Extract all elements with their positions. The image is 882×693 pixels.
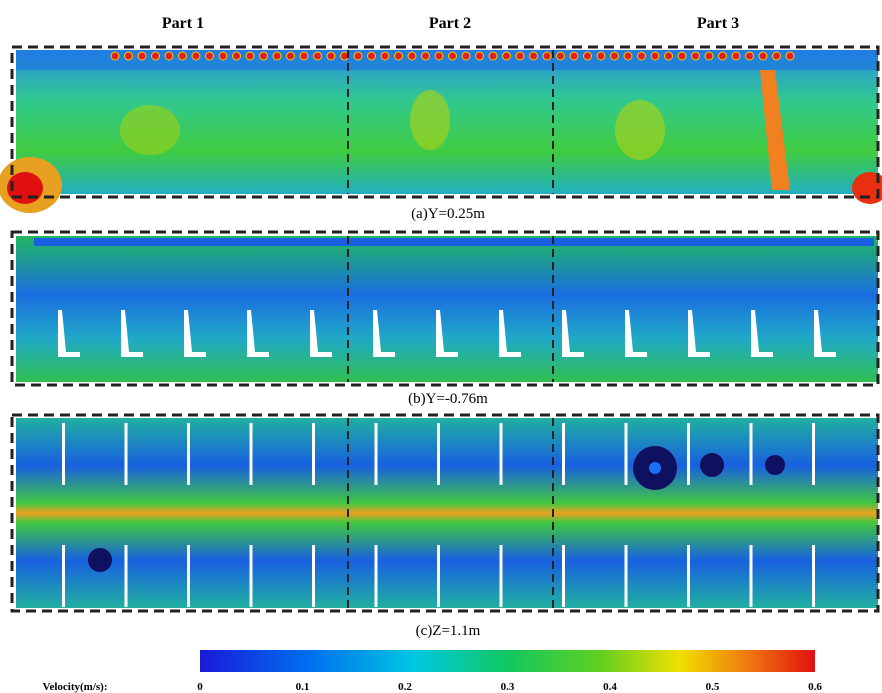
inlet-dot	[246, 52, 254, 60]
inlet-dot	[773, 52, 781, 60]
inlet-dot	[273, 52, 281, 60]
panel-caption: (a)Y=0.25m	[411, 206, 485, 222]
inlet-dot	[624, 52, 632, 60]
inlet-dot	[206, 52, 214, 60]
inlet-dot	[408, 52, 416, 60]
baffle	[312, 545, 315, 607]
colorbar	[200, 650, 815, 672]
panel-a	[0, 47, 882, 213]
panel-b	[12, 232, 878, 385]
inlet-dot	[746, 52, 754, 60]
baffle	[187, 545, 190, 607]
baffle	[687, 545, 690, 607]
inlet-dot	[327, 52, 335, 60]
colorbar-tick-label: 0.4	[603, 681, 617, 693]
inlet-dot	[557, 52, 565, 60]
part-label: Part 1	[162, 15, 204, 32]
baffle	[250, 545, 253, 607]
inlet-dot	[219, 52, 227, 60]
baffle	[437, 545, 440, 607]
inlet-dot	[395, 52, 403, 60]
inlet-dot	[597, 52, 605, 60]
colorbar-tick-label: 0.1	[296, 681, 310, 693]
inlet-dot	[692, 52, 700, 60]
baffle	[812, 423, 815, 485]
inlet-dot	[138, 52, 146, 60]
inlet-dot	[300, 52, 308, 60]
inlet-dot	[719, 52, 727, 60]
inlet-dot	[530, 52, 538, 60]
baffle	[812, 545, 815, 607]
inlet-dot	[192, 52, 200, 60]
inlet-dot	[165, 52, 173, 60]
inlet-dot	[260, 52, 268, 60]
inlet-dot	[584, 52, 592, 60]
inlet-dot	[705, 52, 713, 60]
panel-c	[12, 415, 878, 611]
baffle	[312, 423, 315, 485]
inlet-dot	[462, 52, 470, 60]
part-label: Part 2	[429, 15, 471, 32]
inlet-dot	[570, 52, 578, 60]
baffle	[500, 423, 503, 485]
colorbar-tick-label: 0.2	[398, 681, 412, 693]
baffle	[187, 423, 190, 485]
colorbar-label: Velocity(m/s):	[43, 681, 108, 693]
inlet-dot	[314, 52, 322, 60]
inlet-dot	[354, 52, 362, 60]
panel-caption: (b)Y=-0.76m	[408, 391, 488, 407]
baffle	[625, 423, 628, 485]
baffle	[62, 545, 65, 607]
inlet-dot	[435, 52, 443, 60]
baffle	[437, 423, 440, 485]
colorbar-tick-label: 0.3	[501, 681, 515, 693]
inlet-dot	[759, 52, 767, 60]
inlet-dot	[422, 52, 430, 60]
baffle	[125, 545, 128, 607]
inlet-dot	[179, 52, 187, 60]
inlet-dot	[665, 52, 673, 60]
baffle	[375, 545, 378, 607]
figure: Part 1 Part 2 Part 3 (a)Y=0.25m (b)Y=-0.…	[0, 0, 882, 693]
inlet-dot	[638, 52, 646, 60]
inlet-dot	[543, 52, 551, 60]
inlet-dot	[111, 52, 119, 60]
panel-caption: (c)Z=1.1m	[416, 623, 481, 639]
inlet-dot	[732, 52, 740, 60]
inlet-dot	[368, 52, 376, 60]
baffle	[562, 423, 565, 485]
inlet-dot	[678, 52, 686, 60]
inlet-dot	[233, 52, 241, 60]
baffle	[687, 423, 690, 485]
inlet-dot	[381, 52, 389, 60]
colorbar-tick-label: 0.6	[808, 681, 822, 693]
inlet-dot	[503, 52, 511, 60]
inlet-dot	[489, 52, 497, 60]
baffle	[750, 423, 753, 485]
baffle	[625, 545, 628, 607]
part-label: Part 3	[697, 15, 739, 32]
inlet-dot	[152, 52, 160, 60]
baffle	[250, 423, 253, 485]
inlet-dot	[449, 52, 457, 60]
inlet-dot	[287, 52, 295, 60]
inlet-dot	[516, 52, 524, 60]
baffle	[750, 545, 753, 607]
inlet-dot	[611, 52, 619, 60]
inlet-dot	[476, 52, 484, 60]
inlet-dot	[125, 52, 133, 60]
colorbar-tick-label: 0.5	[706, 681, 720, 693]
inlet-dot	[651, 52, 659, 60]
baffle	[562, 545, 565, 607]
baffle	[62, 423, 65, 485]
baffle	[500, 545, 503, 607]
colorbar-tick-label: 0	[197, 681, 203, 693]
inlet-dot	[786, 52, 794, 60]
baffle	[125, 423, 128, 485]
baffle	[375, 423, 378, 485]
